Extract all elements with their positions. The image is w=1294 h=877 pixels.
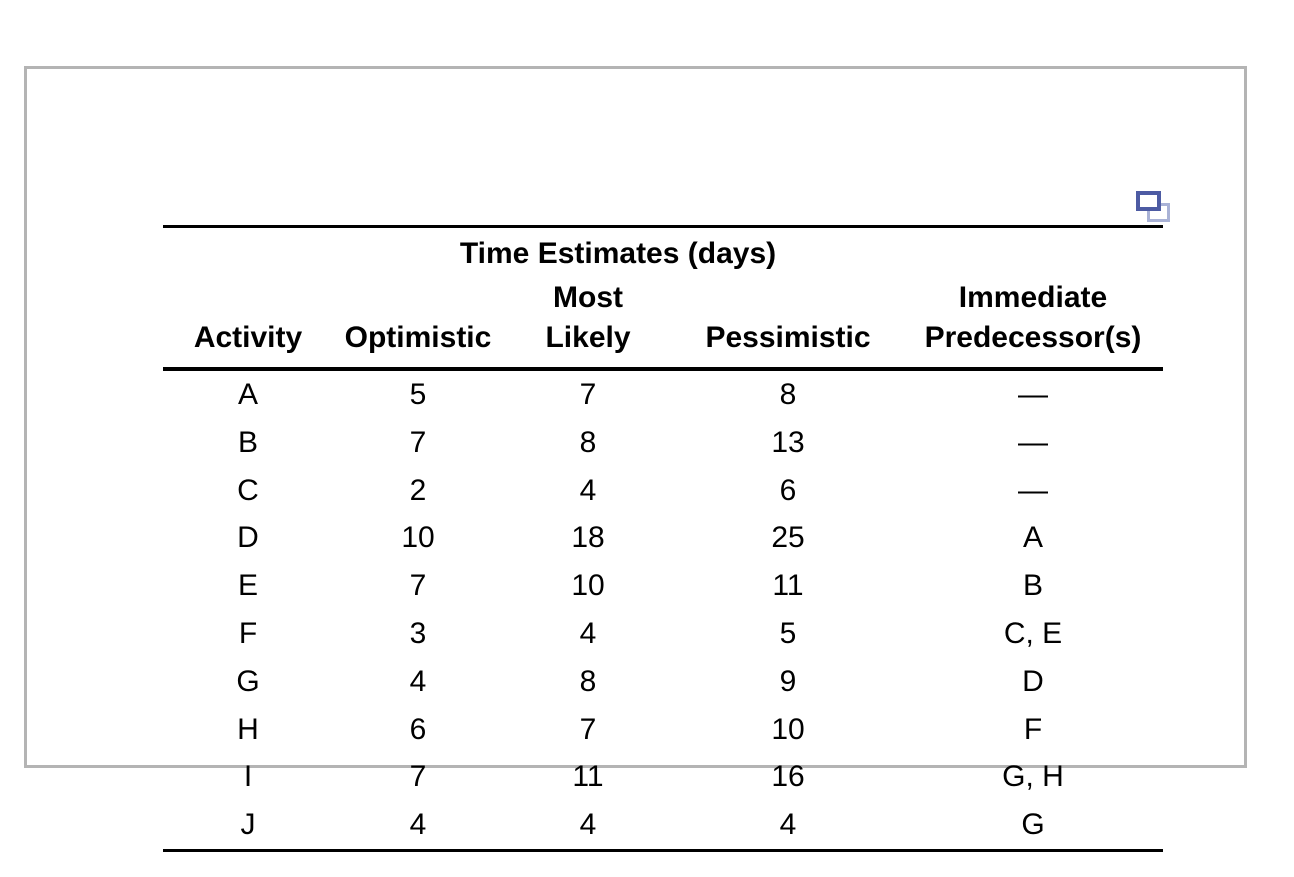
table-row: A 5 7 8 — [163,369,1163,419]
table-row: F 3 4 5 C, E [163,610,1163,658]
cell-activity: B [237,425,258,459]
cell-most-likely: 4 [579,617,597,651]
cell-activity: E [237,569,258,603]
cell-most-likely: 4 [579,808,597,842]
cell-predecessors: C, E [1003,617,1063,651]
cell-pessimistic: 13 [771,425,805,459]
cell-pessimistic: 25 [771,521,805,555]
cell-pessimistic: 9 [779,664,797,698]
cell-predecessors: G, H [1002,760,1064,794]
duplicate-window-icon[interactable] [1136,191,1172,223]
table-row: G 4 8 9 D [163,658,1163,706]
table-header-row: Activity Optimistic Most Likely Pessimis… [163,276,1163,372]
table-row: H 6 7 10 F [163,706,1163,754]
cell-activity: F [238,617,258,651]
cell-most-likely: 10 [571,569,605,603]
cell-most-likely: 11 [572,760,604,794]
cell-activity: C [237,473,259,507]
title-spacer-right [903,227,1163,277]
cell-optimistic: 10 [401,521,435,555]
cell-optimistic: 4 [409,664,427,698]
time-estimates-table: Time Estimates (days) Activity Optimisti… [163,225,1163,853]
cell-predecessors: G [1021,808,1045,842]
cell-activity: H [237,712,259,746]
cell-most-likely: 7 [579,378,597,412]
cell-predecessors: A [1022,521,1043,555]
table-row: E 7 10 11 B [163,562,1163,610]
header-activity: Activity [163,276,333,372]
header-pessimistic: Pessimistic [673,276,903,372]
table-title-row: Time Estimates (days) [163,227,1163,277]
table-row: B 7 8 13 — [163,419,1163,467]
cell-most-likely: 8 [579,664,597,698]
cell-pessimistic: 5 [779,617,797,651]
cell-most-likely: 18 [571,521,605,555]
cell-most-likely: 8 [579,425,597,459]
cell-pessimistic: 10 [771,712,805,746]
table-row: D 10 18 25 A [163,515,1163,563]
table-row: C 2 4 6 — [163,467,1163,515]
cell-predecessors: F [1023,712,1043,746]
cell-optimistic: 2 [409,473,427,507]
duplicate-window-icon-front-rect [1136,191,1161,211]
cell-pessimistic: 8 [779,378,797,412]
cell-activity: A [237,378,258,412]
cell-predecessors: — [1018,473,1048,507]
cell-activity: I [243,760,253,794]
cell-predecessors: B [1022,569,1043,603]
cell-predecessors: — [1018,425,1048,459]
cell-optimistic: 6 [409,712,427,746]
cell-pessimistic: 16 [771,760,805,794]
cell-most-likely: 4 [579,473,597,507]
cell-optimistic: 7 [409,760,427,794]
cell-optimistic: 3 [409,617,427,651]
table-row: J 4 4 4 G [163,801,1163,850]
content-frame: Time Estimates (days) Activity Optimisti… [24,66,1247,853]
cell-pessimistic: 6 [779,473,797,507]
cell-pessimistic: 4 [779,808,797,842]
cell-activity: J [240,808,256,842]
cell-predecessors: — [1018,378,1048,412]
table-row: I 7 11 16 G, H [163,754,1163,802]
header-optimistic: Optimistic [333,276,503,372]
header-most-likely: Most Likely [503,276,673,372]
cell-activity: D [237,521,259,555]
cell-optimistic: 7 [409,569,427,603]
cell-pessimistic: 11 [772,569,804,603]
cell-most-likely: 7 [579,712,597,746]
cell-optimistic: 7 [409,425,427,459]
cell-activity: G [236,664,260,698]
header-predecessors: Immediate Predecessor(s) [903,276,1163,372]
cell-optimistic: 4 [409,808,427,842]
cell-predecessors: D [1022,664,1044,698]
title-spacer-left [163,227,333,277]
cell-optimistic: 5 [409,378,427,412]
table-title: Time Estimates (days) [459,237,777,270]
